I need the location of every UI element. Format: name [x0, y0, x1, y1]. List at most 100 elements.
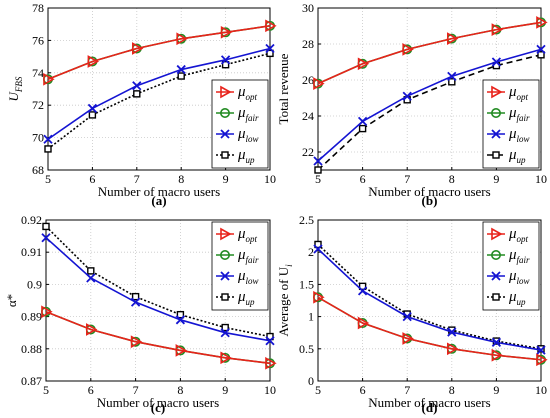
data-point-opt: [491, 23, 504, 36]
data-point-low: [402, 91, 412, 101]
data-point-low: [313, 244, 323, 254]
legend-label-low: μlow: [508, 126, 530, 144]
x-tick-label: 6: [89, 172, 95, 186]
x-tick-label: 8: [449, 172, 455, 186]
series-line-fair: [317, 21, 542, 85]
data-point-low: [536, 345, 546, 355]
legend-label-low: μlow: [508, 268, 530, 286]
y-tick-label: 72: [32, 98, 44, 112]
panel-label: (d): [422, 400, 438, 415]
data-point-up: [358, 282, 367, 291]
data-point-opt: [491, 348, 504, 362]
series-line-low: [47, 47, 271, 140]
series-line-opt: [317, 296, 542, 361]
data-point-up: [448, 78, 456, 86]
y-tick-label: 0.9: [27, 277, 42, 291]
data-point-up: [131, 292, 140, 301]
data-point-opt: [87, 55, 100, 68]
data-point-opt: [176, 32, 188, 46]
x-tick-label: 7: [404, 172, 410, 186]
legend-marker-low: [491, 271, 501, 281]
legend: μopt μfair μlow μup: [211, 79, 269, 169]
series-line-fair: [47, 25, 271, 81]
y-tick-label: 0: [308, 374, 314, 388]
series-line-low: [317, 48, 542, 162]
x-tick-label: 9: [493, 383, 499, 397]
data-point-opt: [43, 72, 55, 86]
series-line-low: [317, 248, 542, 351]
y-tick-label: 0.88: [21, 342, 42, 356]
data-point-opt: [265, 19, 277, 33]
legend-marker-up: [492, 151, 500, 159]
legend-marker-fair: [490, 250, 501, 261]
data-point-opt: [357, 57, 370, 71]
legend-marker-up: [492, 293, 500, 301]
x-tick-label: 7: [134, 172, 140, 186]
data-point-up: [314, 166, 322, 174]
x-axis-label: Number of macro users: [98, 184, 220, 199]
y-tick-label: 78: [32, 1, 44, 15]
x-tick-label: 7: [404, 383, 410, 397]
legend-label-fair: μfair: [508, 105, 530, 123]
series-line-fair: [45, 311, 271, 365]
legend-marker-low: [491, 129, 501, 139]
y-tick-label: 1.5: [299, 277, 314, 291]
legend-marker-opt: [491, 85, 503, 99]
data-point-low: [175, 315, 186, 325]
series-line-up: [317, 54, 542, 171]
legend-marker-opt: [491, 227, 503, 241]
data-point-low: [491, 337, 502, 347]
data-point-low: [402, 311, 412, 322]
legend-label-fair: μfair: [508, 247, 530, 265]
legend-label-up: μup: [508, 289, 526, 307]
legend-marker-up: [221, 293, 229, 301]
data-point-low: [357, 116, 368, 127]
data-point-low: [447, 327, 457, 337]
panel-label: (a): [151, 193, 166, 208]
legend-marker-opt: [220, 227, 232, 241]
data-point-low: [447, 71, 457, 82]
legend: μopt μfair μlow μup: [211, 221, 269, 311]
chart-panel-3: 5 6 7 8 9 10 0 0.5 1 1.5 2 2.5 Number of macro users…: [276, 213, 548, 415]
x-tick-label: 5: [315, 383, 321, 397]
x-axis-label: Number of macro users: [97, 395, 219, 410]
legend-marker-up: [221, 151, 229, 159]
data-point-low: [86, 273, 96, 283]
x-tick-label: 9: [493, 172, 499, 186]
data-point-opt: [86, 323, 98, 336]
x-tick-label: 6: [88, 383, 94, 397]
data-point-opt: [175, 344, 188, 357]
data-point-opt: [220, 25, 233, 39]
legend-label-opt: μopt: [237, 226, 258, 244]
y-tick-label: 0.5: [299, 342, 314, 356]
x-tick-label: 8: [177, 383, 183, 397]
series-line-opt: [45, 311, 271, 365]
x-tick-label: 10: [535, 172, 547, 186]
y-axis-label: α*: [4, 294, 19, 307]
data-point-low: [265, 336, 275, 346]
legend-marker-fair: [220, 108, 231, 119]
data-point-low: [43, 134, 53, 144]
x-tick-label: 5: [315, 172, 321, 186]
y-axis-label: Total revenue: [276, 53, 291, 124]
data-point-up: [44, 145, 52, 153]
x-tick-label: 5: [43, 383, 49, 397]
legend: μopt μfair μlow μup: [482, 221, 540, 311]
data-point-low: [132, 81, 142, 91]
data-point-up: [42, 222, 50, 231]
series-line-up: [317, 243, 542, 350]
legend-label-opt: μopt: [508, 84, 529, 102]
series-line-opt: [47, 25, 271, 81]
plot-frame: [47, 7, 271, 171]
chart-panel-1: 5 6 7 8 9 10 22 24 26 28 30 Number of macro users To…: [276, 1, 548, 208]
x-tick-label: 6: [360, 383, 366, 397]
y-tick-label: 30: [302, 1, 314, 15]
x-axis-label: Number of macro users: [368, 184, 490, 199]
legend-label-up: μup: [237, 289, 255, 307]
legend-marker-low: [220, 271, 230, 281]
data-point-opt: [130, 335, 143, 349]
legend-label-low: μlow: [237, 268, 259, 286]
data-point-low: [176, 64, 186, 75]
data-point-opt: [536, 16, 548, 29]
x-tick-label: 8: [178, 172, 184, 186]
